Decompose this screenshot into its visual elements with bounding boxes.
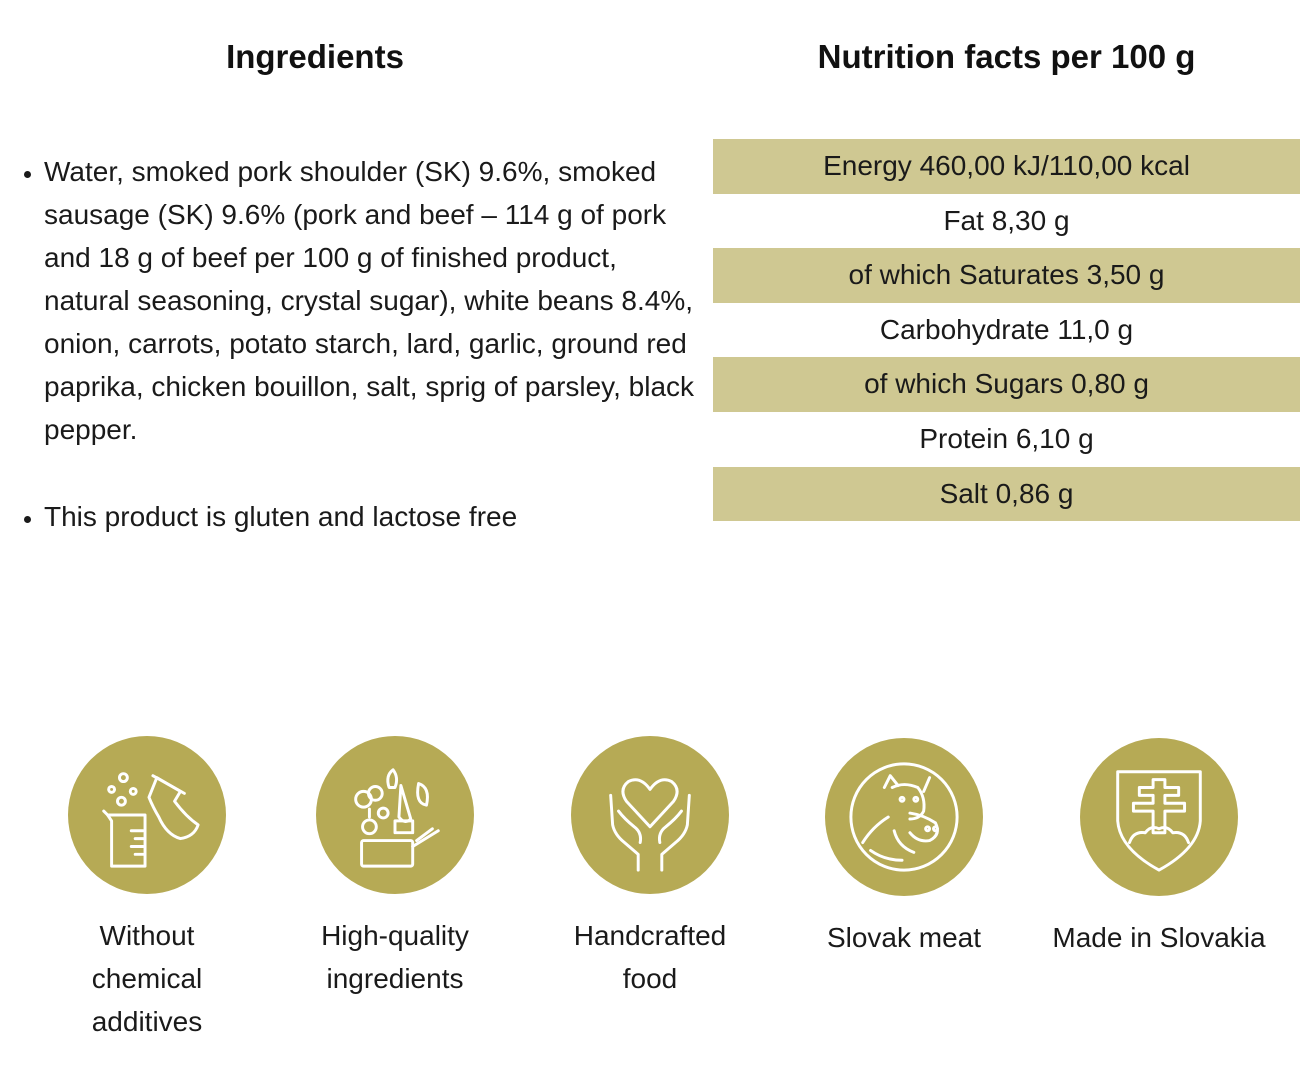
- badge-circle: [68, 736, 226, 894]
- badge-circle: [571, 736, 729, 894]
- badge-handcrafted: Handcrafted food: [535, 736, 765, 1000]
- nutrition-row-salt: Salt 0,86 g: [713, 466, 1300, 522]
- badge-label: Without chemical additives: [91, 920, 203, 1037]
- allergen-note: This product is gluten and lactose free: [44, 495, 704, 538]
- nutrition-row-fat: Fat 8,30 g: [943, 204, 1070, 236]
- badge-no-additives: Without chemical additives: [32, 736, 262, 1043]
- badge-circle: [316, 736, 474, 894]
- badge-label: High-quality ingredients: [321, 920, 469, 994]
- badge-circle: [825, 738, 983, 896]
- badge-slovak-meat: Slovak meat: [789, 738, 1019, 959]
- pig-cow-icon: [849, 762, 959, 872]
- nutrition-table: Energy 460,00 kJ/110,00 kcal Fat 8,30 g …: [713, 139, 1300, 522]
- badge-made-in-slovakia: Made in Slovakia: [1044, 738, 1274, 959]
- badge-label: Slovak meat: [826, 922, 982, 953]
- badge-label: Made in Slovakia: [1052, 922, 1266, 953]
- ingredients-text: Water, smoked pork shoulder (SK) 9.6%, s…: [44, 150, 704, 451]
- slovak-coat-of-arms-icon: [1116, 770, 1202, 872]
- ingredients-title: Ingredients: [226, 38, 404, 75]
- ingredients-list: Water, smoked pork shoulder (SK) 9.6%, s…: [14, 150, 704, 538]
- nutrition-title: Nutrition facts per 100 g: [817, 38, 1196, 75]
- nutrition-row-energy: Energy 460,00 kJ/110,00 kcal: [713, 139, 1300, 194]
- heart-hands-icon: [609, 778, 691, 872]
- badge-label: Handcrafted food: [573, 920, 727, 994]
- nutrition-row-carbohydrate: Carbohydrate 11,0 g: [879, 313, 1134, 345]
- nutrition-row-protein: Protein 6,10 g: [919, 422, 1094, 454]
- nutrition-row-sugars: of which Sugars 0,80 g: [713, 357, 1300, 412]
- vegetables-box-icon: [354, 768, 440, 868]
- nutrition-row-saturates: of which Saturates 3,50 g: [713, 248, 1300, 303]
- chemistry-flask-icon: [102, 772, 200, 868]
- badge-quality-ingredients: High-quality ingredients: [280, 736, 510, 1000]
- badge-circle: [1080, 738, 1238, 896]
